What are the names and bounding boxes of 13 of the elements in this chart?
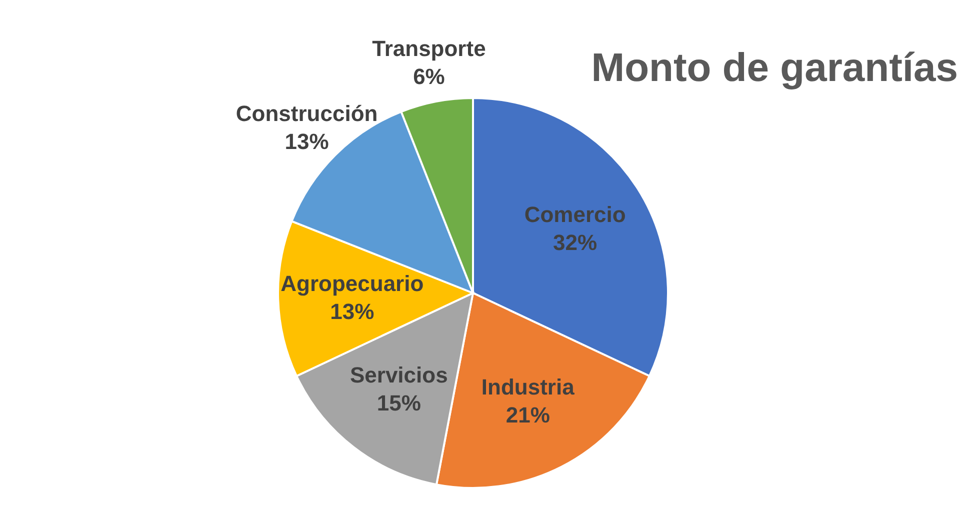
- data-label: 15%: [376, 390, 421, 416]
- data-label: 21%: [506, 402, 550, 428]
- slice-label: Agropecuario: [280, 270, 424, 296]
- slice-label: Comercio: [524, 202, 626, 228]
- data-label: 13%: [330, 298, 374, 324]
- slice-label: Servicios: [350, 362, 448, 388]
- data-label: 6%: [413, 64, 445, 90]
- slice-label: Transporte: [372, 36, 486, 62]
- text: Monto de garantías: [591, 46, 958, 91]
- data-label: 32%: [553, 230, 598, 256]
- slice-label: Industria: [481, 374, 576, 400]
- slice-label: Construcción: [236, 100, 378, 126]
- data-label: 13%: [284, 128, 329, 154]
